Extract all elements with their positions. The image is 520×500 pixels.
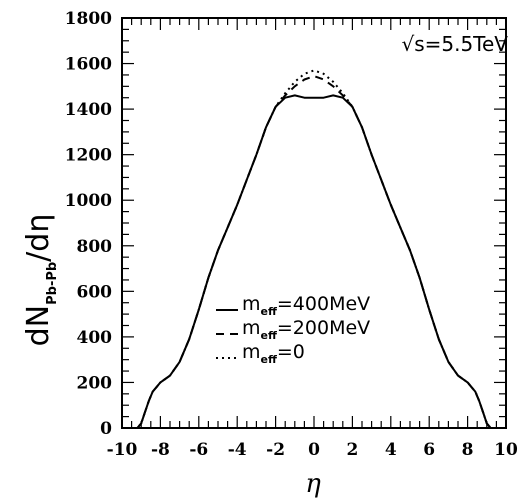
- x-tick-label: 8: [462, 440, 474, 460]
- y-tick-label: 1400: [65, 100, 112, 120]
- x-tick-label: 2: [346, 440, 358, 460]
- x-axis-label: η: [305, 469, 321, 499]
- series-line-dashed: [122, 75, 506, 429]
- legend-entry-symbol: m: [242, 341, 261, 363]
- y-tick-label: 800: [77, 237, 113, 257]
- y-axis-label-subscript: Pb-Pb: [45, 262, 60, 305]
- x-tick-label: -2: [266, 440, 285, 460]
- x-tick-label: 0: [308, 440, 320, 460]
- y-axis-label-tail: /dη: [21, 214, 56, 262]
- x-tick-label: -6: [189, 440, 208, 460]
- legend-entry-symbol: m: [242, 293, 261, 315]
- energy-annotation: √s=5.5TeV: [401, 32, 508, 56]
- axis-ticks: [121, 17, 507, 429]
- legend-entry-value: =200MeV: [277, 317, 370, 339]
- x-tick-labels: -10 -8 -6 -4 -2 0 2 4 6 8 10: [107, 440, 518, 460]
- series-line-solid: [122, 94, 506, 429]
- y-tick-labels: 0 200 400 600 800 1000 1200 1400 1600 1800: [65, 9, 112, 439]
- legend-entry: meff=400MeV: [242, 293, 370, 318]
- y-axis-label-main: dN: [21, 305, 56, 346]
- series-curves: [122, 69, 506, 429]
- y-tick-label: 400: [77, 328, 113, 348]
- legend-entry-subscript: eff: [261, 305, 277, 318]
- legend-entry: meff=0: [242, 341, 305, 366]
- y-tick-label: 0: [100, 419, 112, 439]
- plot-frame: [121, 17, 507, 429]
- legend-entry-subscript: eff: [261, 329, 277, 342]
- y-axis-label: dNPb-Pb/dη: [21, 214, 60, 347]
- y-tick-label: 200: [77, 373, 113, 393]
- legend-entry: meff=200MeV: [242, 317, 370, 342]
- x-tick-label: 6: [423, 440, 435, 460]
- x-tick-label: 4: [385, 440, 397, 460]
- legend-entry-value: =400MeV: [277, 293, 370, 315]
- y-tick-label: 600: [77, 282, 113, 302]
- svg-text:dNPb-Pb/dη: dNPb-Pb/dη: [21, 214, 60, 347]
- y-tick-label: 1200: [65, 146, 112, 166]
- legend-entry-subscript: eff: [261, 353, 277, 366]
- x-tick-label: -8: [151, 440, 170, 460]
- legend-entry-symbol: m: [242, 317, 261, 339]
- x-tick-label: 10: [494, 440, 518, 460]
- x-tick-label: -10: [107, 440, 138, 460]
- y-tick-label: 1600: [65, 55, 112, 75]
- y-tick-label: 1800: [65, 9, 112, 29]
- y-tick-label: 1000: [65, 191, 112, 211]
- x-tick-label: -4: [228, 440, 247, 460]
- legend-entry-value: =0: [277, 341, 305, 363]
- series-line-dotted: [122, 69, 506, 429]
